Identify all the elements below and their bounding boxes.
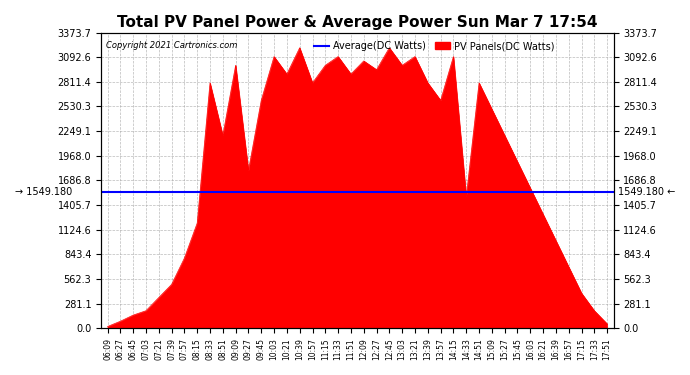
Text: 1549.180 ←: 1549.180 ← [618,188,675,198]
Text: → 1549.180: → 1549.180 [15,188,72,198]
Text: Copyright 2021 Cartronics.com: Copyright 2021 Cartronics.com [106,41,237,50]
Legend: Average(DC Watts), PV Panels(DC Watts): Average(DC Watts), PV Panels(DC Watts) [310,38,558,55]
Title: Total PV Panel Power & Average Power Sun Mar 7 17:54: Total PV Panel Power & Average Power Sun… [117,15,598,30]
